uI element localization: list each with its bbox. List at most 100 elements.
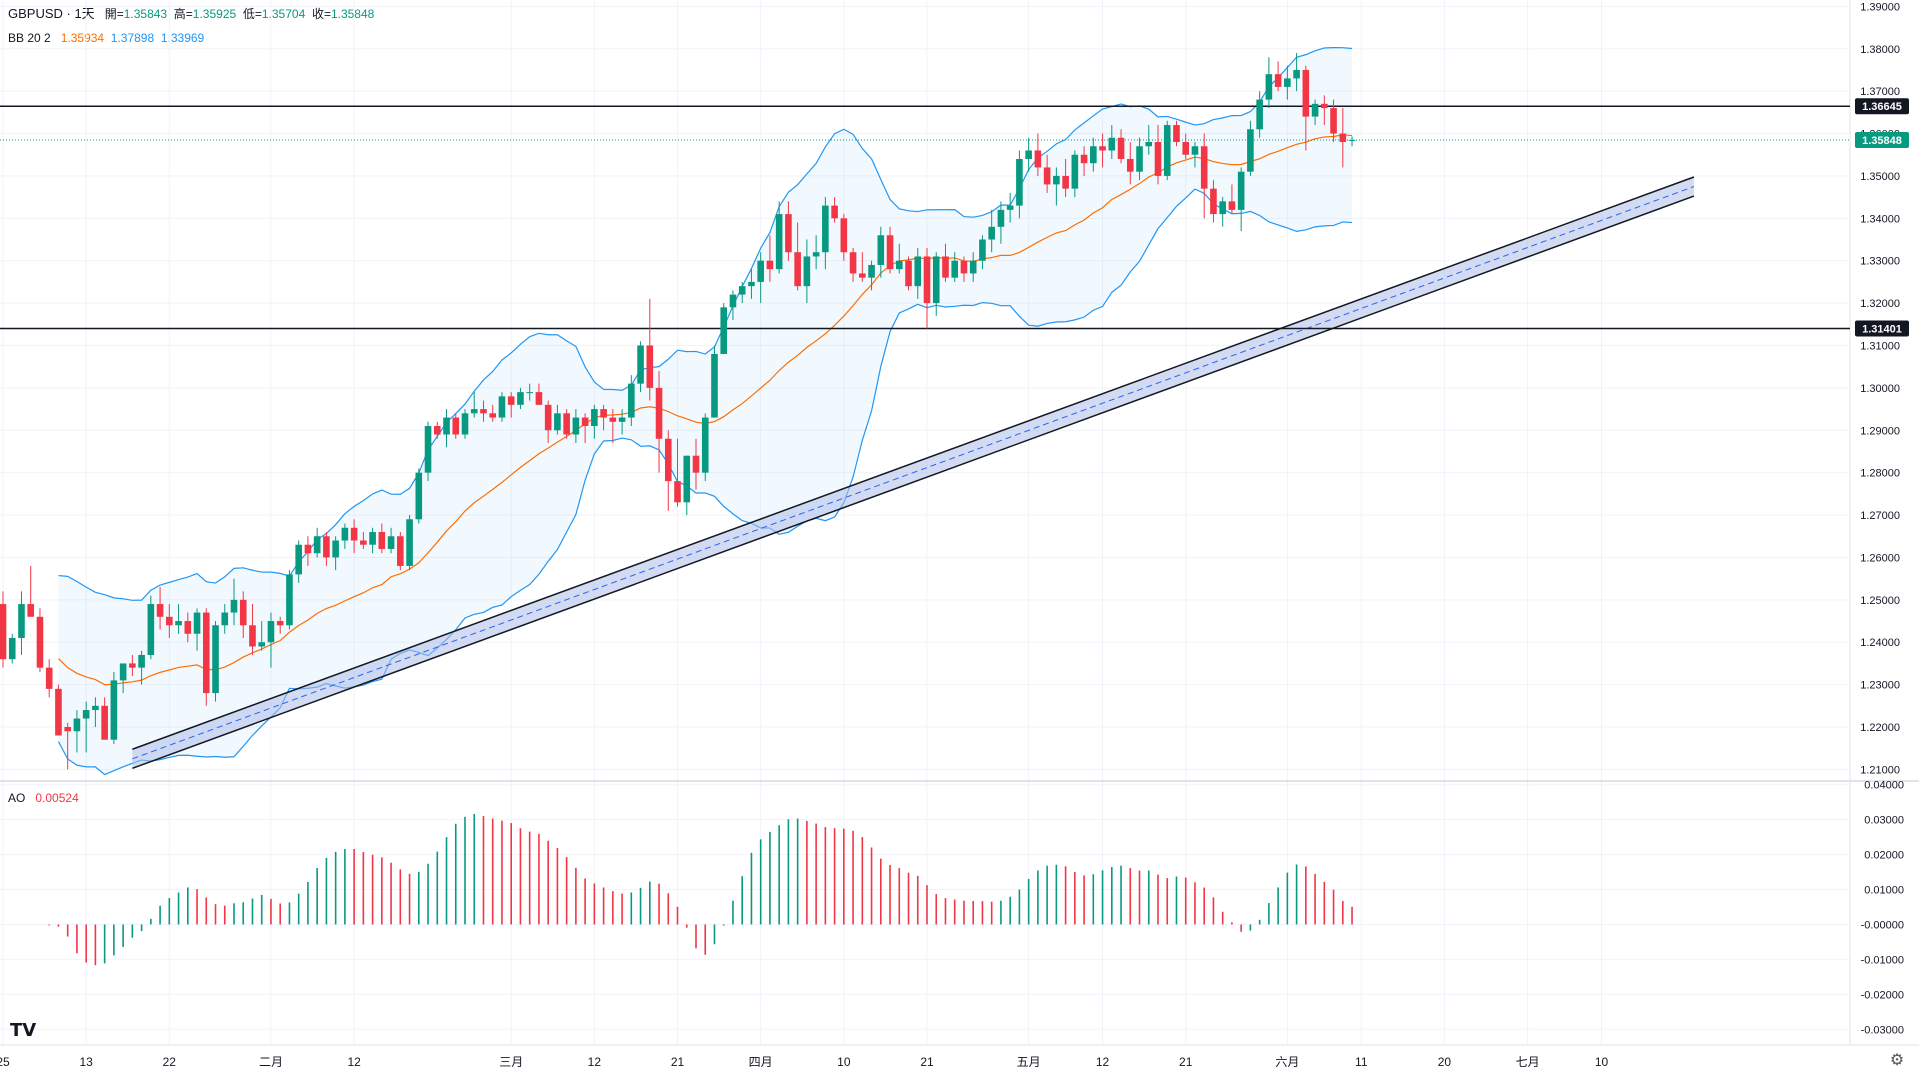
- candle-body: [775, 214, 783, 270]
- candle-body: [18, 604, 25, 638]
- ao-axis-label: 0.01000: [1864, 885, 1904, 897]
- candle-body: [554, 413, 561, 431]
- candle-body: [1006, 205, 1014, 210]
- candle-body: [859, 273, 866, 278]
- candle-body: [517, 392, 524, 405]
- candle-body: [73, 718, 81, 732]
- candle-body: [720, 307, 728, 354]
- price-axis-label: 1.21000: [1860, 764, 1900, 776]
- candle-body: [683, 455, 691, 503]
- time-axis-label: 25: [0, 1055, 10, 1069]
- candle-body: [1293, 69, 1300, 79]
- candle-body: [110, 680, 118, 740]
- price-axis-label: 1.35000: [1860, 171, 1900, 183]
- ao-axis-label: -0.00000: [1861, 919, 1904, 931]
- candle-body: [258, 642, 266, 647]
- candle-body: [997, 209, 1005, 227]
- candle-body: [470, 409, 478, 414]
- candle-body: [785, 214, 792, 253]
- time-axis-label: 10: [1595, 1055, 1609, 1069]
- candle-body: [193, 612, 201, 634]
- candle-body: [369, 532, 376, 545]
- candle-body: [36, 616, 44, 668]
- candle-body: [979, 239, 986, 261]
- candle-body: [664, 438, 672, 482]
- candle-body: [535, 392, 543, 405]
- candle-body: [415, 472, 423, 520]
- candle-body: [646, 345, 654, 388]
- price-axis-label: 1.23000: [1860, 680, 1900, 692]
- candle-body: [323, 536, 330, 558]
- candle-body: [1043, 167, 1051, 185]
- candle-body: [452, 417, 460, 435]
- candle-body: [119, 663, 127, 681]
- time-axis-label: 五月: [1017, 1055, 1041, 1069]
- candle-body: [1163, 125, 1171, 176]
- candle-body: [868, 264, 875, 278]
- ao-axis-label: -0.01000: [1861, 954, 1904, 966]
- candle-body: [655, 387, 663, 439]
- candle-body: [221, 612, 229, 626]
- price-axis-label: 1.30000: [1860, 383, 1900, 395]
- candle-body: [1053, 175, 1060, 185]
- candle-body: [1256, 99, 1263, 130]
- candle-body: [129, 663, 136, 668]
- last-price-badge: 1.35848: [1862, 135, 1902, 147]
- candle-body: [1311, 103, 1319, 117]
- ao-axis-label: -0.02000: [1861, 989, 1904, 1001]
- candle-body: [489, 413, 497, 418]
- price-axis-label: 1.26000: [1860, 552, 1900, 564]
- close-label: 收=: [311, 7, 331, 21]
- candle-body: [1071, 154, 1079, 189]
- candle-body: [55, 688, 62, 736]
- candle-body: [895, 260, 903, 270]
- candle-body: [313, 536, 321, 554]
- candle-body: [563, 413, 570, 435]
- tradingview-logo-icon[interactable]: TV: [10, 1020, 37, 1041]
- candle-body: [1016, 158, 1023, 206]
- candle-body: [591, 409, 598, 427]
- candle-body: [480, 409, 487, 414]
- candle-body: [877, 235, 885, 265]
- candle-body: [332, 540, 339, 558]
- candle-body: [729, 294, 737, 308]
- price-line-badge: 1.31401: [1862, 323, 1902, 335]
- candle-body: [1173, 125, 1180, 143]
- candle-body: [175, 621, 182, 626]
- candle-body: [295, 544, 302, 575]
- time-axis-label: 12: [347, 1055, 361, 1069]
- candle-body: [166, 616, 173, 626]
- candle-body: [45, 667, 53, 689]
- time-axis-label: 三月: [499, 1055, 523, 1069]
- candle-body: [1228, 201, 1236, 210]
- candle-body: [184, 621, 192, 634]
- candle-body: [849, 252, 857, 274]
- gear-icon[interactable]: ⚙: [1889, 1052, 1905, 1069]
- price-axis-label: 1.32000: [1860, 298, 1900, 310]
- candle-body: [1099, 146, 1106, 151]
- candle-body: [239, 599, 247, 626]
- ao-axis-label: 0.03000: [1864, 815, 1904, 827]
- time-axis-label: 20: [1438, 1055, 1452, 1069]
- ao-legend[interactable]: AO 0.00524: [8, 790, 79, 806]
- bb-legend[interactable]: BB 20 2 1.35934 1.37898 1.33969: [8, 30, 204, 46]
- candle-body: [341, 527, 349, 541]
- symbol-label[interactable]: GBPUSD · 1天: [8, 6, 95, 21]
- low-label: 低=: [242, 7, 262, 21]
- candle-body: [969, 260, 977, 274]
- candle-body: [1321, 103, 1328, 109]
- candle-body: [932, 256, 940, 304]
- candle-body: [544, 404, 552, 431]
- candle-body: [1117, 137, 1125, 159]
- price-axis-label: 1.33000: [1860, 256, 1900, 268]
- bb-basis-value: 1.35934: [60, 31, 105, 45]
- candle-body: [507, 396, 515, 405]
- candle-body: [600, 409, 607, 418]
- time-axis-label: 21: [671, 1055, 685, 1069]
- candle-body: [803, 256, 811, 287]
- time-axis-label: 13: [79, 1055, 93, 1069]
- price-axis-label: 1.31000: [1860, 340, 1900, 352]
- candle-body: [1145, 142, 1153, 147]
- bollinger-fill: [58, 47, 1353, 775]
